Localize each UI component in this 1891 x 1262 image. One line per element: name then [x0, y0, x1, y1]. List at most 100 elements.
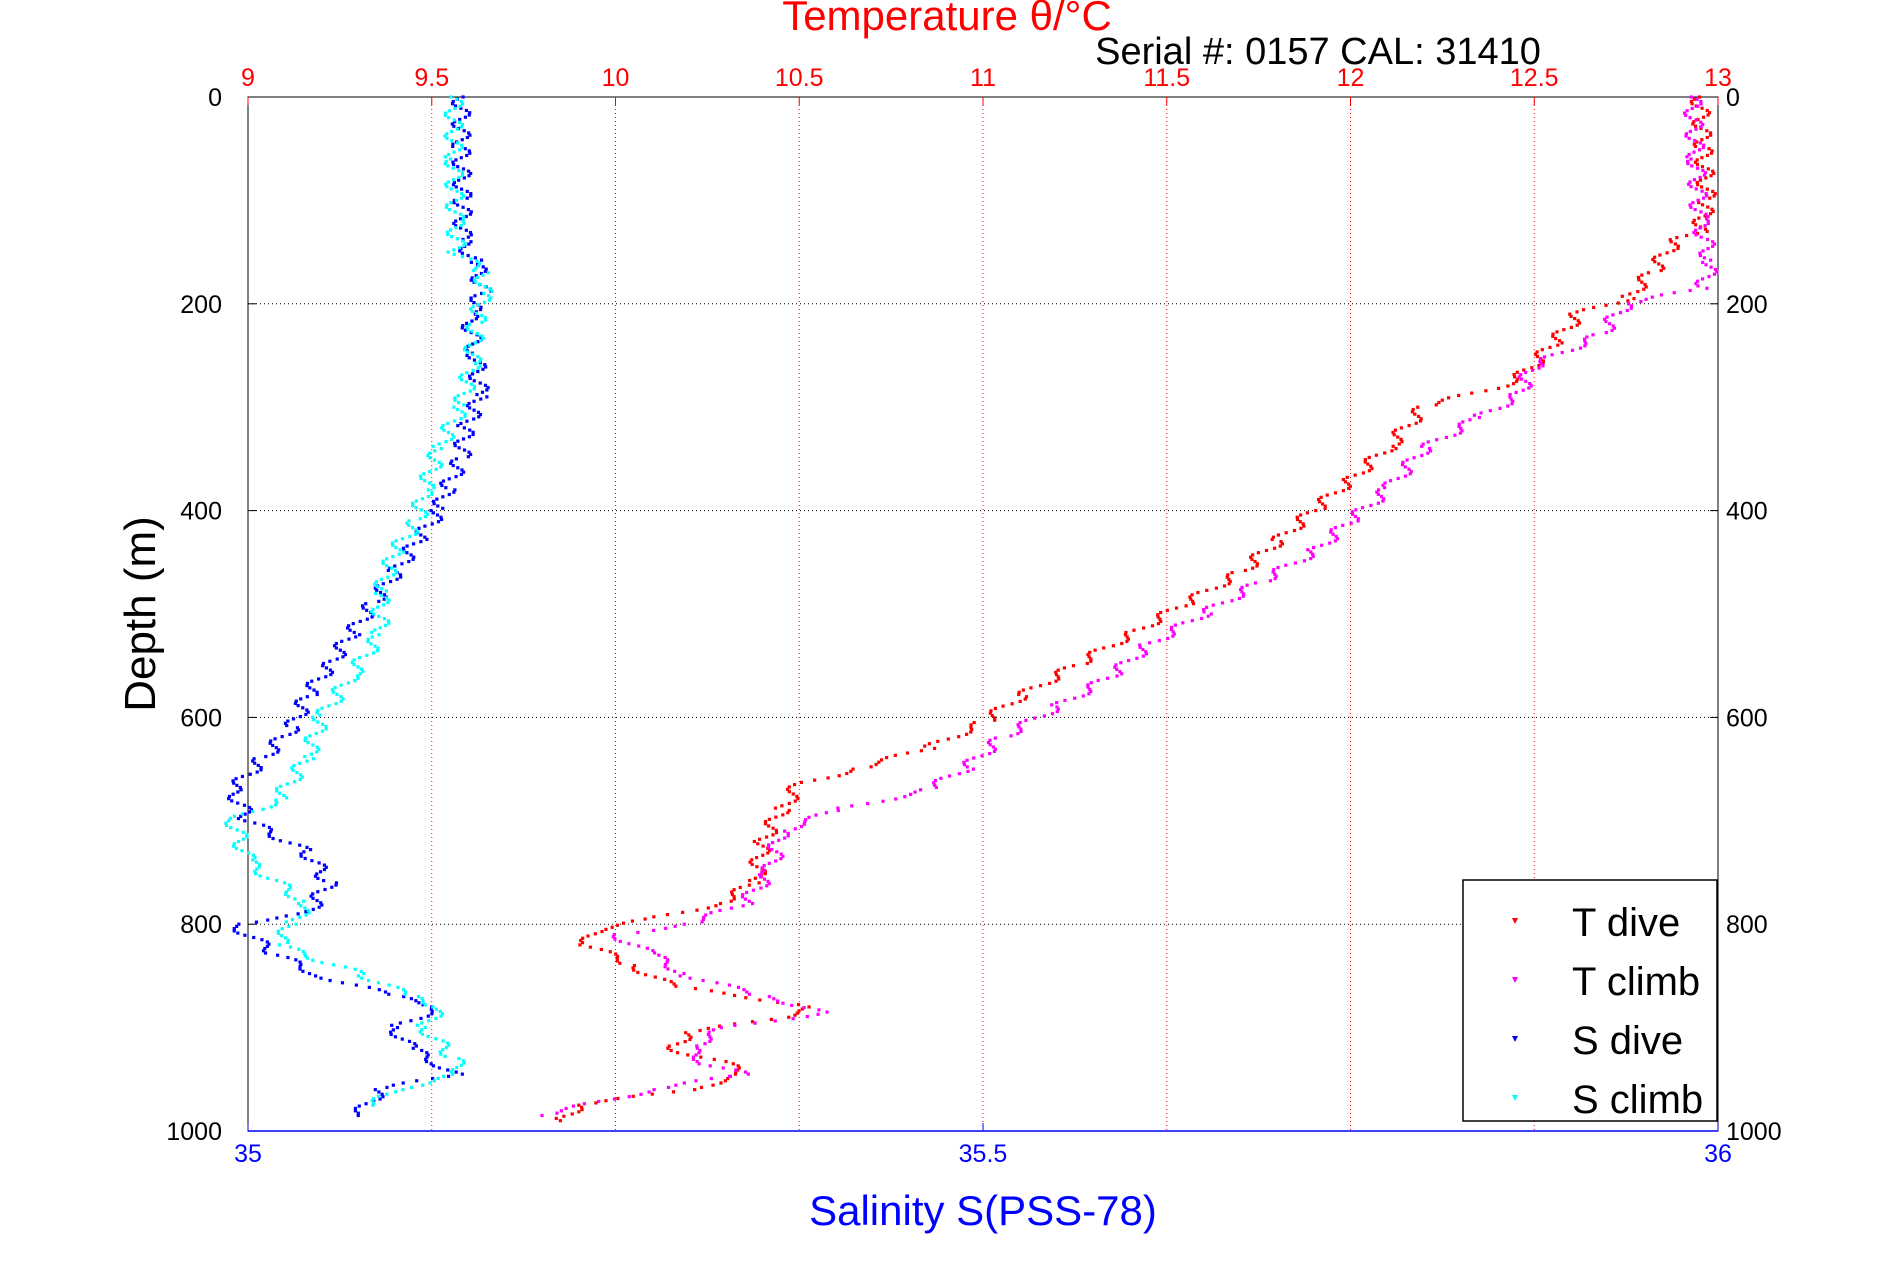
- data-point: [458, 375, 462, 379]
- data-point: [328, 978, 332, 983]
- data-point: [405, 544, 409, 548]
- data-point: [1700, 156, 1704, 160]
- data-point: [232, 929, 236, 933]
- data-point: [377, 633, 381, 637]
- data-point: [1703, 227, 1708, 231]
- data-point: [472, 379, 476, 383]
- data-point: [465, 321, 469, 325]
- data-point: [1042, 714, 1046, 718]
- data-point: [450, 139, 454, 143]
- data-point: [252, 935, 256, 940]
- data-point: [445, 185, 449, 189]
- data-point: [398, 573, 403, 577]
- data-point: [431, 483, 436, 487]
- data-point: [466, 235, 470, 239]
- data-point: [450, 122, 454, 126]
- data-point: [1024, 695, 1029, 699]
- data-point: [335, 692, 339, 697]
- data-point: [419, 540, 423, 544]
- data-point: [304, 712, 308, 717]
- data-point: [460, 468, 464, 472]
- data-point: [615, 954, 620, 958]
- data-point: [454, 219, 458, 223]
- data-point: [476, 314, 480, 319]
- data-point: [1397, 442, 1401, 446]
- data-point: [1592, 305, 1596, 310]
- data-point: [1375, 490, 1379, 494]
- data-point: [1698, 95, 1702, 99]
- data-point: [1640, 273, 1644, 277]
- data-point: [445, 203, 449, 207]
- data-point: [1222, 584, 1227, 588]
- data-point: [885, 756, 889, 760]
- data-point: [459, 196, 463, 200]
- data-point: [469, 307, 473, 311]
- data-point: [483, 300, 487, 304]
- data-point: [1141, 647, 1145, 652]
- data-point: [370, 635, 374, 639]
- data-point: [1412, 456, 1416, 460]
- data-point: [468, 212, 473, 216]
- data-point: [450, 1072, 455, 1076]
- data-point: [1512, 372, 1516, 377]
- data-point: [402, 988, 406, 992]
- data-point: [407, 523, 411, 527]
- data-point: [411, 542, 416, 546]
- data-point: [384, 564, 389, 568]
- data-point: [414, 499, 419, 503]
- data-point: [639, 1092, 643, 1096]
- data-point: [1576, 319, 1580, 323]
- data-point: [468, 111, 472, 115]
- data-point: [472, 384, 477, 389]
- data-point: [370, 1099, 374, 1103]
- data-point: [376, 605, 380, 609]
- data-point: [465, 325, 469, 329]
- data-point: [1227, 582, 1231, 586]
- data-point: [440, 426, 444, 430]
- data-point: [1255, 562, 1260, 566]
- data-point: [357, 656, 362, 660]
- data-point: [452, 248, 456, 252]
- data-point: [1643, 282, 1647, 287]
- data-point: [227, 797, 231, 801]
- data-point: [370, 615, 374, 619]
- data-point: [600, 929, 604, 934]
- data-point: [766, 845, 771, 849]
- data-point: [247, 810, 252, 814]
- data-point: [462, 129, 466, 133]
- data-point: [665, 960, 669, 964]
- data-point: [682, 922, 686, 926]
- data-point: [447, 477, 451, 481]
- data-point: [430, 1012, 434, 1016]
- data-point: [1688, 116, 1692, 120]
- data-point: [324, 675, 328, 679]
- data-point: [1251, 553, 1255, 557]
- data-point: [371, 651, 376, 655]
- data-point: [405, 551, 409, 555]
- data-point: [1560, 341, 1564, 345]
- data-point: [657, 953, 661, 957]
- data-point: [756, 842, 760, 846]
- data-point: [851, 767, 855, 771]
- data-point: [430, 490, 434, 494]
- data-point: [578, 943, 582, 947]
- data-point: [478, 364, 482, 368]
- data-point: [1115, 667, 1119, 671]
- data-point: [1209, 612, 1213, 616]
- data-point: [449, 201, 453, 205]
- data-point: [1085, 661, 1089, 666]
- data-point: [1555, 330, 1559, 334]
- data-point: [1088, 650, 1092, 655]
- data-point: [957, 735, 961, 739]
- data-point: [417, 526, 421, 530]
- data-point: [803, 818, 808, 822]
- data-point: [456, 466, 460, 470]
- data-point: [1548, 345, 1552, 350]
- data-point: [446, 1041, 450, 1045]
- data-point: [800, 1007, 804, 1011]
- data-point: [1530, 366, 1534, 370]
- data-point: [1694, 187, 1698, 191]
- data-point: [259, 766, 263, 770]
- data-point: [434, 467, 438, 471]
